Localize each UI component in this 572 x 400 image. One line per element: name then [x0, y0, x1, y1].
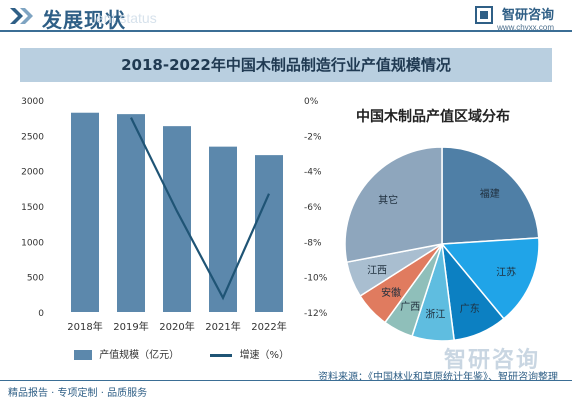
pie-slice-label: 广东: [460, 302, 480, 315]
legend-bar-swatch: [74, 350, 92, 360]
bar: [209, 146, 237, 312]
bar: [71, 112, 99, 312]
footer-divider: [0, 380, 572, 381]
pie-slice-label: 江苏: [496, 266, 516, 279]
y-left-tick-label: 500: [27, 274, 44, 284]
x-tick-label: 2019年: [113, 320, 148, 333]
y-left-tick-label: 1000: [21, 238, 44, 248]
y-right-tick-label: -10%: [304, 274, 328, 284]
pie-slice: [441, 146, 540, 245]
y-right-tick-label: -12%: [304, 309, 328, 319]
legend-line-label: 增速（%）: [239, 350, 290, 361]
chart-title: 2018-2022年中国木制品制造行业产值规模情况: [121, 56, 451, 74]
y-right-tick-label: -8%: [304, 238, 322, 248]
pie-slice-label: 福建: [480, 187, 500, 200]
x-tick-label: 2022年: [251, 320, 286, 333]
chart-title-banner: 2018-2022年中国木制品制造行业产值规模情况: [20, 48, 552, 82]
y-left-tick-label: 2500: [21, 132, 44, 142]
pie-slice: [440, 237, 540, 320]
pie-title: 中国木制品产值区域分布: [356, 109, 510, 125]
pie-slice: [344, 146, 443, 264]
y-right-tick-label: -6%: [304, 203, 322, 213]
brand-block: 智研咨询 www.chyxx.com: [475, 4, 554, 32]
growth-line: [130, 117, 271, 301]
section-title: 发展现状: [42, 8, 126, 32]
y-right-tick-label: -4%: [304, 168, 322, 178]
watermark-text: 智研咨询: [444, 348, 541, 373]
x-tick-label: 2018年: [67, 320, 102, 333]
footer-tagline: 精品报告 · 专项定制 · 品质服务: [8, 388, 148, 399]
bar: [117, 114, 145, 312]
page-header: 发展现状 ent status 智研咨询 www.chyxx.com: [0, 0, 572, 36]
source-note: 资料来源：《中国林业和草原统计年鉴》、智研咨询整理: [318, 372, 558, 383]
bar: [163, 126, 191, 312]
double-chevron-icon: [10, 8, 33, 24]
pie-slice-label: 江西: [367, 265, 387, 277]
chart-legend: 产值规模（亿元） 增速（%）: [74, 346, 289, 361]
x-tick-label: 2020年: [159, 320, 194, 333]
y-left-tick-label: 0: [38, 309, 44, 319]
header-divider: [0, 30, 572, 32]
pie-slice-label: 其它: [378, 193, 398, 206]
y-left-tick-label: 2000: [21, 168, 44, 178]
pie-slice-label: 安徽: [381, 286, 401, 299]
bar: [255, 155, 283, 312]
y-left-tick-label: 1500: [21, 203, 44, 213]
y-right-tick-label: 0%: [304, 97, 319, 107]
brand-url: www.chyxx.com: [497, 23, 554, 32]
pie-slice-label: 浙江: [425, 309, 445, 321]
y-right-tick-label: -2%: [304, 132, 322, 142]
legend-line-swatch: [210, 353, 233, 357]
combo-chart: 0 500 1000 1500 2000 2500 3000 0% -2% -4% -6% -8% -1…: [21, 97, 328, 333]
x-tick-label: 2021年: [205, 320, 240, 333]
brand-name: 智研咨询: [501, 8, 554, 23]
brand-logo-icon: [475, 6, 494, 24]
section-subtitle-ghost: ent status: [96, 10, 157, 26]
y-left-tick-label: 3000: [21, 97, 44, 107]
pie-slice-label: 广西: [400, 301, 420, 313]
legend-bar-label: 产值规模（亿元）: [99, 350, 180, 361]
